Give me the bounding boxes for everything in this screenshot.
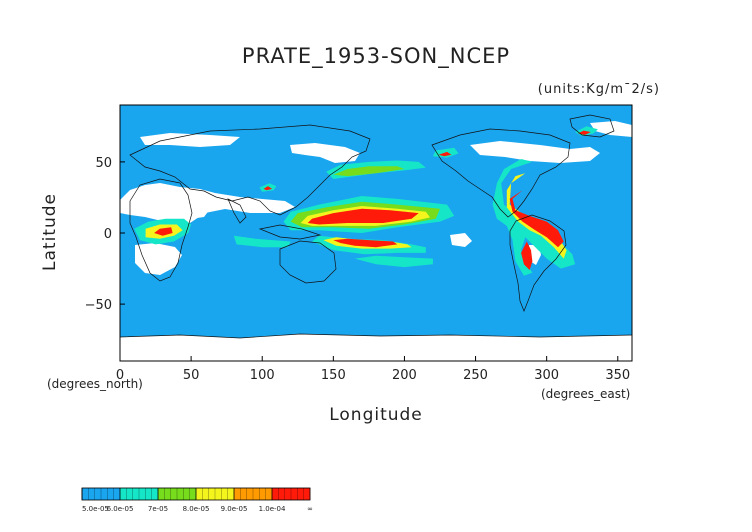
north-america-coastline [431,128,571,218]
colorbar-swatch-3-5 [227,488,235,500]
colorbar-swatch-5-3 [291,488,298,500]
colorbar-swatch-5-4 [297,488,304,500]
colorbar-swatch-1-0 [120,488,127,500]
north-asia-low [290,143,360,163]
precip-region-20 [154,227,173,236]
precip-region-8 [333,166,405,177]
x-tick-label-4: 200 [392,368,417,383]
precip-region-21 [233,235,291,248]
colorbar-swatch-4-4 [259,488,266,500]
colorbar-swatch-0-5 [113,488,121,500]
southern-africa-low [135,243,182,275]
colorbar-swatch-3-1 [202,488,209,500]
precip-region-13 [521,241,533,270]
colorbar: 5.0e-056.0e-05 7e-05 8.0e-05 9.0e-05 1.0e-04… [81,487,313,513]
precip-region-23 [263,186,273,191]
north-atlantic-low [590,121,632,137]
arctic-low [140,133,240,147]
colorbar-swatch-4-0 [234,488,241,500]
precip-region-9 [354,255,433,268]
x-tick-label-6: 300 [534,368,559,383]
colorbar-swatch-4-3 [253,488,260,500]
arabia-low [182,203,210,219]
colorbar-swatch-1-5 [151,488,159,500]
colorbar-frame [81,487,311,501]
antarctica-coastline [119,333,633,339]
x-tick-label-1: 50 [183,368,200,383]
colorbar-swatch-5-1 [278,488,285,500]
colorbar-swatch-5-2 [284,488,292,500]
x-axis-label: Longitude [329,405,423,425]
colorbar-label-2: 7e-05 [148,505,168,513]
antarctica-low [120,334,632,361]
colorbar-swatch-0-3 [101,488,108,500]
precip-region-6 [333,238,398,248]
chart-title: PRATE_1953-SON_NCEP [241,44,511,68]
colorbar-swatch-5-5 [303,488,311,500]
precip-region-3 [307,208,419,225]
units-label: (units:Kg/m¯2/s) [537,82,660,97]
colorbar-swatch-3-3 [215,488,222,500]
colorbar-swatch-2-1 [164,488,171,500]
colorbar-swatch-2-0 [158,488,165,500]
colorbar-swatch-4-5 [265,488,273,500]
x-axis-caption: (degrees_east) [541,387,631,401]
x-tick-label-5: 250 [463,368,488,383]
colorbar-swatch-1-1 [126,488,133,500]
precip-contours [134,126,598,276]
x-tick-label-7: 350 [605,368,630,383]
colorbar-label-4: 9.0e-05 [221,505,248,513]
eurasia-coastline [129,124,371,216]
africa-coastline [129,178,193,282]
colorbar-swatch-1-3 [139,488,146,500]
x-tick-label-0: 0 [116,368,124,383]
colorbar-swatch-0-0 [82,488,89,500]
colorbar-swatch-3-0 [196,488,203,500]
colorbar-swatch-4-1 [240,488,247,500]
colorbar-swatch-0-1 [88,488,95,500]
greenland-coastline [569,114,615,138]
colorbar-swatch-3-4 [221,488,228,500]
axes: 0 50 100 150 200 250 300 350 50 0 −50 [85,156,631,383]
y-tick-label-2: −50 [85,298,112,313]
precip-region-15 [438,151,452,157]
colorbar-swatch-0-2 [94,488,102,500]
colorbar-swatch-5-0 [272,488,279,500]
precip-region-17 [578,130,591,135]
precipitation-map: 0 50 100 150 200 250 300 350 50 0 −50 [85,104,633,383]
y-axis-caption: (degrees_north) [47,377,143,391]
colorbar-swatch-1-2 [132,488,140,500]
y-axis-label: Latitude [40,193,60,271]
colorbar-swatch-2-2 [170,488,178,500]
east-pacific-low [450,233,472,247]
colorbar-swatch-3-2 [208,488,216,500]
colorbar-label-0: 5.0e-05 [82,505,109,513]
australia-coastline [279,240,337,284]
colorbar-swatch-0-4 [107,488,114,500]
colorbar-label-1: 6.0e-05 [107,505,134,513]
x-tick-label-2: 100 [250,368,275,383]
y-tick-label-0: 50 [95,156,112,171]
colorbar-swatch-2-5 [189,488,197,500]
colorbar-swatch-2-4 [183,488,190,500]
precip-region-12 [509,190,564,248]
y-tick-label-1: 0 [104,227,112,242]
low-precip-areas [120,121,632,361]
sahara-low [120,183,295,223]
colorbar-label-3: 8.0e-05 [183,505,210,513]
colorbar-swatch-4-2 [246,488,254,500]
coastlines [119,114,633,339]
india-coastline [227,198,247,224]
x-tick-label-3: 150 [321,368,346,383]
colorbar-swatch-2-3 [177,488,184,500]
indonesia-coastline [258,224,322,240]
south-america-coastline [509,214,567,312]
colorbar-label-5: 1.0e-04 [259,505,286,513]
colorbar-swatch-1-4 [145,488,152,500]
colorbar-label-6: ∞ [307,505,313,513]
